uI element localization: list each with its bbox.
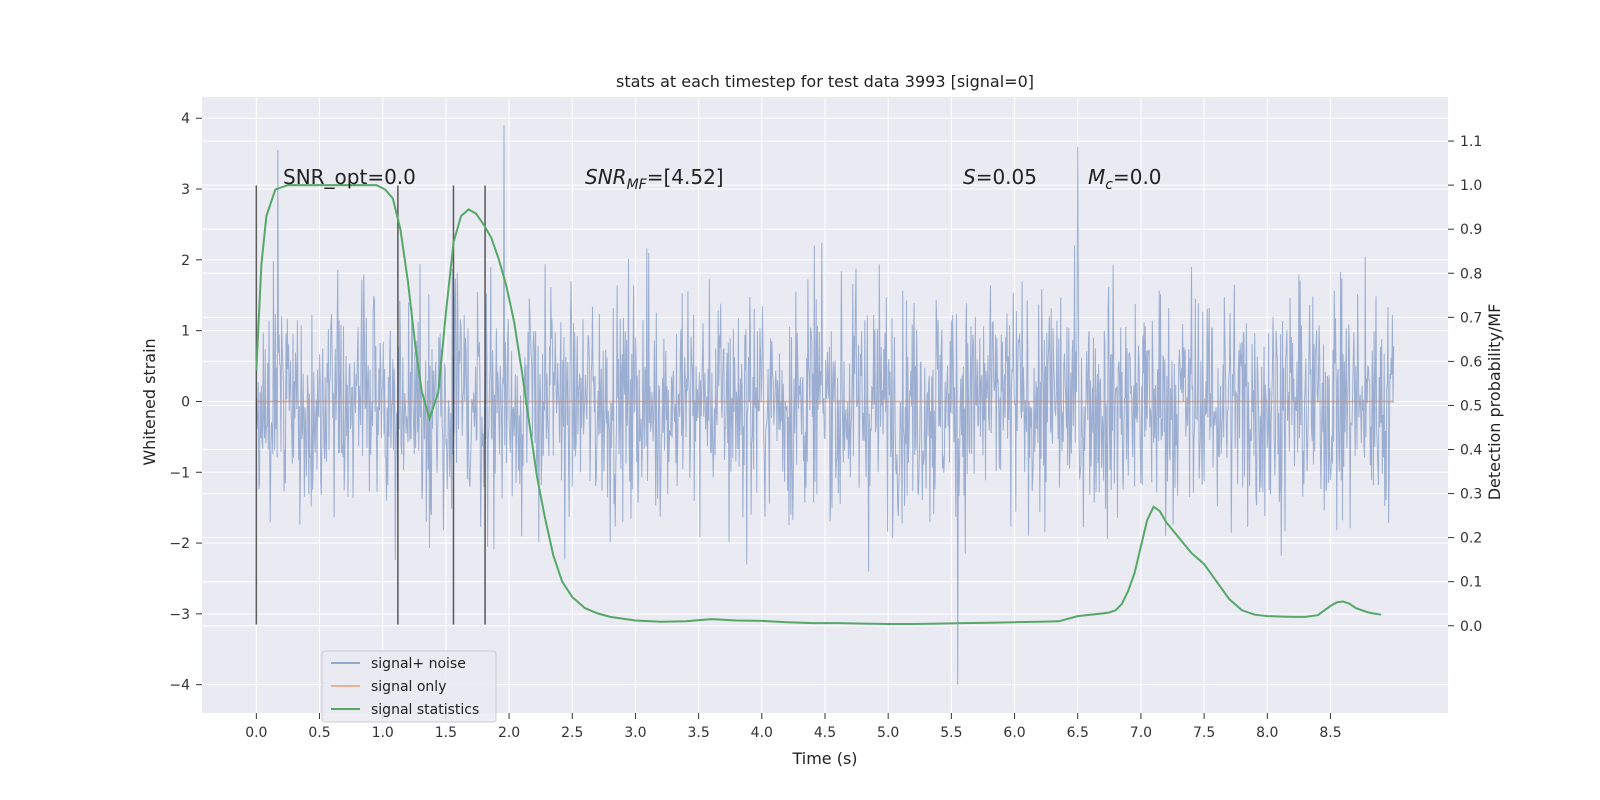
- right-axis: 1.1 1.0 0.9 0.8 0.7 0.6 0.5 0.4 0.3 0.2 0.1 0.0: [1448, 134, 1482, 635]
- legend-signal-label: signal only: [371, 679, 446, 695]
- snr-mf-symbol: SNR: [585, 165, 627, 189]
- x-tick-label: 0.5: [308, 725, 330, 741]
- x-tick-label: 4.5: [814, 725, 836, 741]
- y-right-tick-label: 0.8: [1460, 266, 1482, 282]
- s-value: =0.05: [976, 165, 1037, 189]
- y-axis-right-label: Detection probability/MF: [1485, 304, 1504, 501]
- x-tick-label: 7.0: [1130, 725, 1152, 741]
- signal-statistics-series: [255, 184, 1382, 625]
- noise-trace: [255, 125, 1395, 685]
- y-tick-label: 4: [181, 111, 190, 127]
- annotations: SNR_opt=0.0 SNRMF=[4.52] S=0.05 Mc=0.0: [283, 165, 1162, 193]
- mc-value: =0.0: [1113, 165, 1162, 189]
- vertical-markers: [255, 185, 486, 625]
- signal-noise-series: [255, 125, 1395, 685]
- mc-annotation: Mc=0.0: [1088, 165, 1162, 193]
- y-right-tick-label: 0.7: [1460, 310, 1482, 326]
- y-right-tick-label: 0.2: [1460, 531, 1482, 547]
- y-tick-label: −2: [169, 536, 190, 552]
- y-right-tick-label: 0.0: [1460, 619, 1482, 635]
- mc-symbol: M: [1088, 165, 1105, 189]
- y-tick-label: 0: [181, 394, 190, 410]
- x-tick-label: 1.0: [372, 725, 394, 741]
- legend-noise-label: signal+ noise: [371, 656, 466, 672]
- y-tick-label: 1: [181, 324, 190, 340]
- y-right-tick-label: 1.1: [1460, 134, 1482, 150]
- x-tick-label: 2.0: [498, 725, 520, 741]
- x-tick-label: 7.5: [1193, 725, 1215, 741]
- chart-title: stats at each timestep for test data 399…: [616, 72, 1034, 91]
- x-tick-label: 3.0: [624, 725, 646, 741]
- x-tick-label: 4.0: [751, 725, 773, 741]
- y-right-tick-label: 0.4: [1460, 443, 1482, 459]
- x-tick-label: 5.5: [940, 725, 962, 741]
- statistics-line: [255, 184, 1382, 625]
- x-tick-label: 0.0: [245, 725, 267, 741]
- snr-opt-annotation: SNR_opt=0.0: [283, 165, 416, 189]
- y-right-tick-label: 0.5: [1460, 398, 1482, 414]
- legend-box: [321, 650, 497, 723]
- x-tick-label: 5.0: [877, 725, 899, 741]
- mc-subscript: c: [1105, 177, 1113, 193]
- x-axis: 0.0 0.5 1.0 1.5 2.0 2.5 3.0 3.5 4.0 4.5 5.0 5.5 6.0 6…: [245, 713, 1342, 741]
- y-tick-label: −4: [169, 678, 190, 694]
- snr-mf-value: =[4.52]: [647, 165, 724, 189]
- y-right-tick-label: 0.9: [1460, 222, 1482, 238]
- x-axis-label: Time (s): [791, 749, 857, 768]
- s-annotation: S=0.05: [963, 165, 1037, 189]
- y-right-tick-label: 0.3: [1460, 487, 1482, 503]
- x-tick-label: 8.0: [1256, 725, 1278, 741]
- x-tick-label: 6.0: [1003, 725, 1025, 741]
- x-tick-label: 2.5: [561, 725, 583, 741]
- y-tick-label: −3: [169, 607, 190, 623]
- y-right-tick-label: 0.1: [1460, 575, 1482, 591]
- legend: signal+ noise signal only signal statist…: [321, 650, 497, 723]
- s-symbol: S: [963, 165, 976, 189]
- y-tick-label: −1: [169, 465, 190, 481]
- x-tick-label: 8.5: [1319, 725, 1341, 741]
- x-tick-label: 1.5: [435, 725, 457, 741]
- y-tick-label: 3: [181, 182, 190, 198]
- snr-mf-subscript: MF: [627, 177, 648, 193]
- legend-statistics-label: signal statistics: [371, 702, 479, 718]
- left-axis: 4 3 2 1 0 −1 −2 −3 −4: [169, 111, 202, 694]
- y-right-tick-label: 1.0: [1460, 178, 1482, 194]
- x-tick-label: 6.5: [1067, 725, 1089, 741]
- x-tick-label: 3.5: [687, 725, 709, 741]
- snr-mf-annotation: SNRMF=[4.52]: [585, 165, 724, 193]
- y-right-tick-label: 0.6: [1460, 354, 1482, 370]
- y-axis-label: Whitened strain: [140, 338, 159, 465]
- y-tick-label: 2: [181, 253, 190, 269]
